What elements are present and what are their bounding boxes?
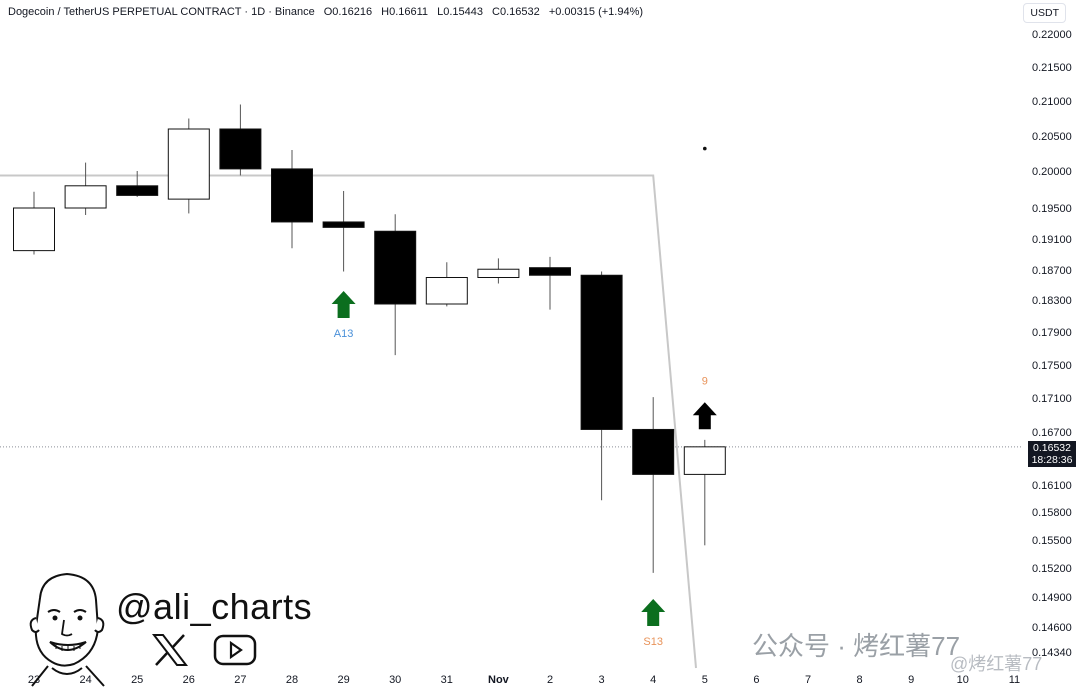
marker-dot <box>703 146 707 151</box>
candle-body <box>632 428 675 475</box>
y-tick-label: 0.15500 <box>1032 535 1072 547</box>
signal-label: A13 <box>334 328 354 340</box>
candle-body <box>13 207 55 252</box>
x-tick-label: Nov <box>488 674 510 686</box>
x-tick-label: 29 <box>337 674 349 686</box>
currency-button[interactable]: USDT <box>1023 3 1066 23</box>
y-tick-label: 0.14900 <box>1032 592 1072 604</box>
candle-body <box>477 268 520 279</box>
x-tick-label: 30 <box>389 674 401 686</box>
y-tick-label: 0.15200 <box>1032 563 1072 575</box>
candle-body <box>64 185 107 209</box>
bar-countdown: 18:28:36 <box>1031 454 1073 466</box>
y-tick-label: 0.16100 <box>1032 480 1072 492</box>
y-tick-label: 0.17900 <box>1032 327 1072 339</box>
x-tick-label: 24 <box>79 674 91 686</box>
y-tick-label: 0.15800 <box>1032 507 1072 519</box>
x-tick-label: 11 <box>1009 674 1020 686</box>
x-tick-label: 27 <box>234 674 246 686</box>
last-price-label: 0.16532 18:28:36 <box>1028 441 1076 467</box>
candle-body <box>683 446 726 475</box>
y-tick-label: 0.16700 <box>1032 427 1072 439</box>
x-tick-label: 6 <box>753 674 759 686</box>
y-tick-label: 0.18300 <box>1032 295 1072 307</box>
signal-arrow-icon <box>331 291 356 318</box>
y-tick-label: 0.20000 <box>1032 166 1072 178</box>
y-tick-label: 0.14600 <box>1032 622 1072 634</box>
x-tick-label: 5 <box>702 674 708 686</box>
youtube-icon[interactable] <box>212 632 258 668</box>
x-tick-label: 31 <box>441 674 453 686</box>
y-tick-label: 0.19100 <box>1032 234 1072 246</box>
x-tick-label: 23 <box>28 674 40 686</box>
avatar-sketch <box>29 572 105 687</box>
y-tick-label: 0.21000 <box>1032 96 1072 108</box>
y-tick-label: 0.17500 <box>1032 360 1072 372</box>
ohlc-close: C0.16532 <box>492 6 540 18</box>
candle-body <box>425 277 468 305</box>
y-tick-label: 0.22000 <box>1032 29 1072 41</box>
x-tick-label: 2 <box>547 674 553 686</box>
x-tick-label: 9 <box>908 674 914 686</box>
y-tick-label: 0.20500 <box>1032 131 1072 143</box>
y-tick-label: 0.19500 <box>1032 203 1072 215</box>
x-tick-label: 28 <box>286 674 298 686</box>
signal-arrow-icon <box>692 402 717 430</box>
ohlc-open: O0.16216 <box>323 6 373 18</box>
x-tick-label: 4 <box>650 674 656 686</box>
y-tick-label: 0.17100 <box>1032 393 1072 405</box>
y-tick-label: 0.14340 <box>1032 647 1072 659</box>
signal-label: S13 <box>643 636 663 648</box>
candle-body <box>529 267 571 276</box>
x-logo-icon[interactable] <box>150 632 190 668</box>
ohlc-low: L0.15443 <box>437 6 483 18</box>
x-tick-label: 7 <box>805 674 811 686</box>
watermark-secondary: @烤红薯77 <box>950 654 1043 674</box>
candle-body <box>374 230 417 305</box>
x-tick-label: 8 <box>857 674 863 686</box>
candle-body <box>219 128 262 170</box>
candle-body <box>580 274 623 430</box>
candle-body <box>322 221 365 228</box>
ohlc-high: H0.16611 <box>381 6 429 18</box>
symbol-title[interactable]: Dogecoin / TetherUS PERPETUAL CONTRACT ·… <box>8 6 315 18</box>
x-tick-label: 25 <box>131 674 143 686</box>
trend-level-line <box>0 174 697 669</box>
candle-body <box>271 168 313 223</box>
y-tick-label: 0.18700 <box>1032 265 1072 277</box>
x-tick-label: 26 <box>183 674 195 686</box>
candle-body <box>167 128 210 200</box>
brand-handle: @ali_charts <box>116 586 313 627</box>
x-tick-label: 3 <box>599 674 605 686</box>
x-tick-label: 10 <box>957 674 969 686</box>
symbol-header: Dogecoin / TetherUS PERPETUAL CONTRACT ·… <box>8 6 649 18</box>
candle-body <box>116 185 159 196</box>
last-price-value: 0.16532 <box>1033 442 1071 454</box>
watermark: 公众号 · 烤红薯77 <box>752 631 961 661</box>
y-tick-label: 0.21500 <box>1032 62 1072 74</box>
signal-label: 9 <box>702 375 708 387</box>
signal-arrow-icon <box>641 599 666 626</box>
ohlc-change: +0.00315 (+1.94%) <box>548 6 644 18</box>
